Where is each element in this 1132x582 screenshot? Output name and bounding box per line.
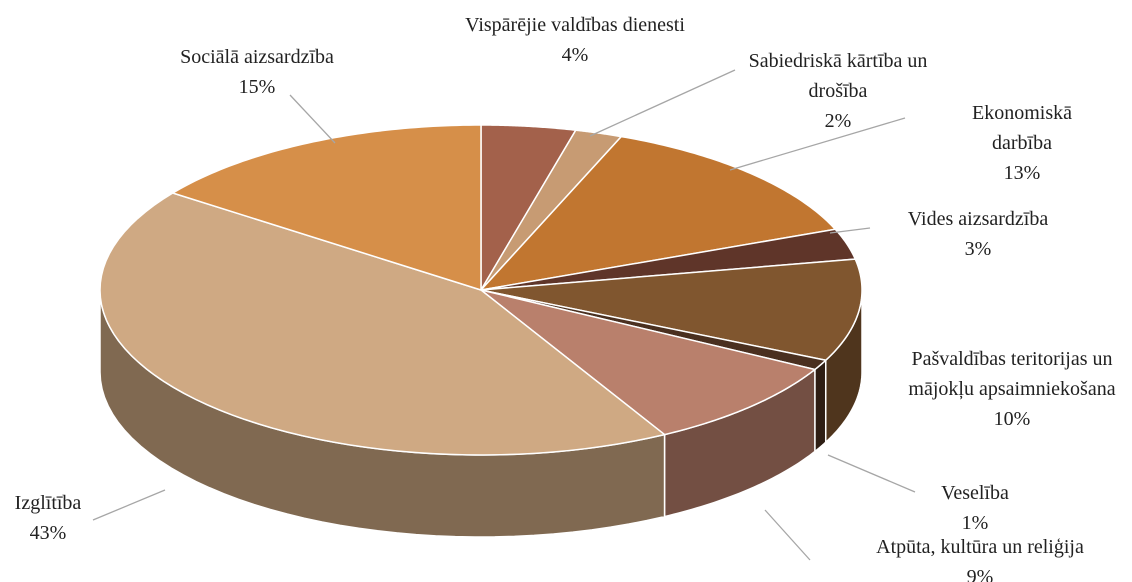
label-name: Pašvaldības teritorijas un mājokļu apsai… xyxy=(908,348,1116,400)
data-label: Vispārējie valdības dienesti 4% xyxy=(455,10,695,70)
leader-line xyxy=(827,454,916,493)
pie-slice-side xyxy=(814,358,827,454)
pie-slice xyxy=(478,135,837,292)
pie-slice xyxy=(480,258,863,362)
pie-sides xyxy=(99,289,863,538)
label-name: Izglītība xyxy=(14,492,82,514)
data-label: Pašvaldības teritorijas un mājokļu apsai… xyxy=(882,344,1132,434)
data-label: Vides aizsardzība 3% xyxy=(863,204,1093,264)
pie-slice xyxy=(99,192,667,456)
label-value: 3% xyxy=(964,238,992,260)
leader-line xyxy=(92,489,166,521)
label-name: Sabiedriskā kārtība un drošība xyxy=(748,50,928,102)
label-value: 2% xyxy=(824,110,852,132)
label-name: Vispārējie valdības dienesti xyxy=(465,14,685,36)
label-value: 10% xyxy=(993,408,1031,430)
data-label: Sociālā aizsardzība 15% xyxy=(127,42,387,102)
pie-slice xyxy=(480,289,817,436)
label-value: 1% xyxy=(961,512,989,534)
label-value: 13% xyxy=(1003,162,1041,184)
label-name: Vides aizsardzība xyxy=(907,208,1049,230)
data-label: Veselība 1% xyxy=(910,478,1040,538)
data-label: Ekonomiskā darbība 13% xyxy=(947,98,1097,188)
label-value: 4% xyxy=(561,44,589,66)
data-label: Atpūta, kultūra un reliģija 9% xyxy=(825,532,1132,582)
label-name: Atpūta, kultūra un reliģija xyxy=(876,536,1084,558)
leader-line xyxy=(289,94,336,144)
leader-line xyxy=(764,509,811,561)
pie-slice xyxy=(480,129,623,291)
label-name: Sociālā aizsardzība xyxy=(180,46,334,68)
label-value: 9% xyxy=(966,566,994,582)
pie-slice xyxy=(480,228,857,291)
data-label: Sabiedriskā kārtība un drošība 2% xyxy=(733,46,943,136)
label-value: 43% xyxy=(29,522,67,544)
data-label: Izglītība 43% xyxy=(0,488,98,548)
leader-line xyxy=(589,69,736,137)
label-name: Veselība xyxy=(941,482,1009,504)
label-value: 15% xyxy=(238,76,276,98)
leader-line xyxy=(729,117,906,171)
leader-line xyxy=(829,227,871,234)
pie-slice xyxy=(170,124,482,292)
label-name: Ekonomiskā darbība xyxy=(972,102,1072,154)
